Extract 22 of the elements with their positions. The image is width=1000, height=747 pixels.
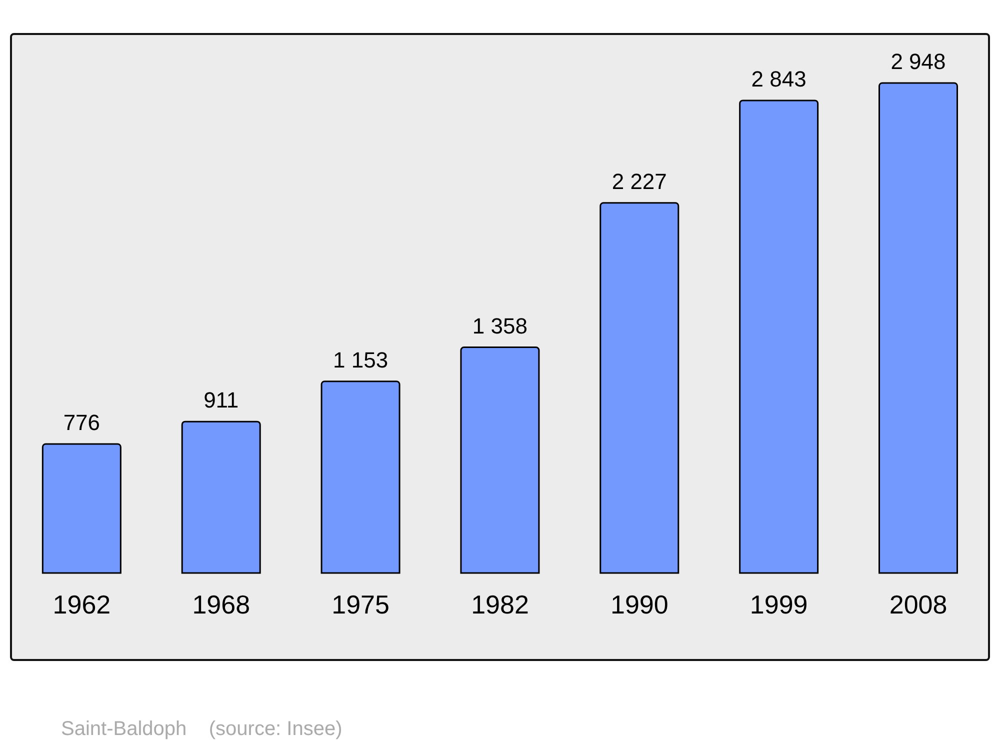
x-tick-label: 1975 — [332, 589, 390, 620]
x-tick-label: 1982 — [471, 589, 529, 620]
bar — [739, 100, 819, 574]
data-label: 1 153 — [333, 347, 388, 372]
bar — [42, 443, 122, 574]
data-label: 776 — [63, 410, 100, 436]
data-label: 1 358 — [472, 313, 528, 338]
bar — [320, 380, 400, 574]
bar — [600, 202, 680, 574]
bar — [878, 82, 958, 574]
x-tick-label: 1990 — [610, 589, 668, 620]
text: Saint-Baldoph (source: Insee) — [61, 718, 342, 741]
x-tick-label: 1999 — [750, 589, 808, 620]
data-label: 2 227 — [612, 168, 667, 194]
x-tick-label: 2008 — [889, 589, 948, 620]
data-label: 911 — [204, 388, 239, 413]
data-label: 2 948 — [890, 49, 946, 74]
x-tick-label: 1962 — [52, 589, 111, 620]
x-tick-label: 1968 — [192, 589, 250, 620]
data-label: 2 843 — [751, 66, 806, 92]
bar — [181, 420, 261, 574]
bar — [460, 346, 540, 574]
